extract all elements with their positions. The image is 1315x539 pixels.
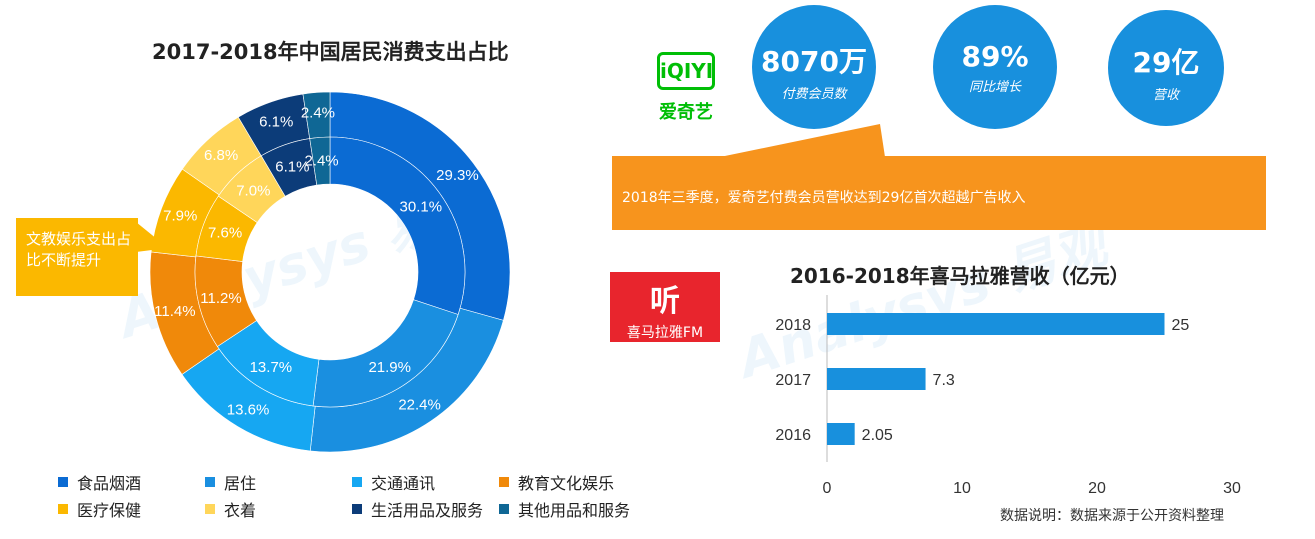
legend-item: 医疗保健: [58, 497, 141, 521]
legend-item: 生活用品及服务: [352, 497, 483, 521]
legend-item: 其他用品和服务: [499, 497, 630, 521]
legend-swatch: [499, 504, 509, 514]
banner-pointer: [720, 124, 885, 157]
legend-label: 其他用品和服务: [518, 501, 631, 520]
bar-2017: [827, 368, 926, 390]
donut-label-outer-3: 11.4%: [154, 303, 195, 320]
stat-label: 营收: [1152, 88, 1179, 103]
donut-label-outer-4: 7.9%: [163, 208, 197, 225]
iqiyi-banner-text: 2018年三季度，爱奇艺付费会员营收达到29亿首次超越广告收入: [622, 190, 1026, 206]
legend-label: 生活用品及服务: [371, 501, 484, 520]
bar-2018: [827, 313, 1165, 335]
donut-label-inner-4: 7.6%: [208, 225, 242, 242]
donut-label-inner-1: 21.9%: [368, 359, 411, 376]
legend-label: 衣着: [224, 501, 257, 520]
stat-value: 8070万: [761, 45, 867, 78]
donut-label-outer-0: 29.3%: [436, 167, 479, 184]
donut-label-inner-0: 30.1%: [400, 198, 443, 215]
iqiyi-banner: 2018年三季度，爱奇艺付费会员营收达到29亿首次超越广告收入: [612, 156, 1266, 230]
category-label: 2016: [775, 427, 811, 444]
value-label: 25: [1172, 317, 1190, 334]
iqiyi-logo-text: 爱奇艺: [659, 102, 713, 123]
stat-value: 29亿: [1132, 46, 1200, 79]
legend-label: 交通通讯: [371, 474, 436, 493]
legend-swatch: [205, 477, 215, 487]
legend-swatch: [58, 477, 68, 487]
value-label: 2.05: [862, 427, 893, 444]
data-source-note: 数据说明：数据来源于公开资料整理: [1000, 508, 1224, 524]
legend-swatch: [58, 504, 68, 514]
donut-label-inner-2: 13.7%: [250, 359, 293, 376]
bar-2016: [827, 423, 855, 445]
x-tick-label: 20: [1088, 480, 1106, 497]
donut-label-outer-1: 22.4%: [398, 397, 441, 414]
category-label: 2018: [775, 317, 811, 334]
donut-slice-inner-7: [309, 136, 331, 186]
donut-label-inner-7: 2.4%: [304, 152, 338, 169]
legend-label: 居住: [224, 474, 257, 493]
donut-label-outer-5: 6.8%: [204, 147, 238, 164]
bar-chart: 2018 25 2017 7.3 2016 2.05 0 10 20 30: [775, 295, 1241, 497]
x-tick-label: 30: [1223, 480, 1241, 497]
donut-label-outer-2: 13.6%: [227, 401, 270, 418]
category-label: 2017: [775, 372, 811, 389]
donut-label-inner-3: 11.2%: [200, 290, 241, 307]
callout-pointer: [136, 222, 168, 252]
ximalaya-logo: 听 喜马拉雅FM: [610, 272, 720, 342]
donut-label-outer-6: 6.1%: [259, 113, 293, 130]
legend-swatch: [352, 477, 362, 487]
legend-label: 食品烟酒: [77, 474, 142, 493]
legend-swatch: [499, 477, 509, 487]
legend-item: 食品烟酒: [58, 470, 141, 494]
ximalaya-logo-text: 喜马拉雅FM: [626, 325, 704, 341]
legend-item: 居住: [205, 470, 256, 494]
donut-label-inner-5: 7.0%: [236, 182, 270, 199]
callout-text: 文教娱乐支出占比不断提升: [26, 230, 132, 269]
stat-circle-revenue: 29亿 营收: [1108, 10, 1224, 126]
legend-swatch: [352, 504, 362, 514]
stat-value: 89%: [961, 40, 1029, 73]
stat-label: 付费会员数: [781, 87, 847, 102]
legend-swatch: [205, 504, 215, 514]
legend-item: 交通通讯: [352, 470, 435, 494]
stat-circle-growth: 89% 同比增长: [933, 5, 1057, 129]
donut-label-outer-7: 2.4%: [301, 104, 335, 121]
donut-chart: 29.3%22.4%13.6%11.4%7.9%6.8%6.1%2.4%30.1…: [150, 92, 510, 452]
x-tick-label: 10: [953, 480, 971, 497]
callout-box: 文教娱乐支出占比不断提升: [16, 218, 138, 296]
ximalaya-logo-mark: 听: [650, 284, 680, 319]
x-tick-label: 0: [823, 480, 832, 497]
legend-item: 教育文化娱乐: [499, 470, 614, 494]
stat-label: 同比增长: [968, 80, 1021, 95]
legend-label: 教育文化娱乐: [518, 474, 615, 493]
legend-item: 衣着: [205, 497, 256, 521]
bar-chart-title: 2016-2018年喜马拉雅营收（亿元）: [790, 264, 1130, 288]
donut-chart-title: 2017-2018年中国居民消费支出占比: [152, 40, 509, 64]
stat-circle-members: 8070万 付费会员数: [752, 5, 876, 129]
iqiyi-logo: iQIYI 爱奇艺: [653, 52, 723, 132]
iqiyi-logo-mark: iQIYI: [657, 52, 715, 90]
donut-slice-inner-0: [329, 136, 466, 315]
value-label: 7.3: [933, 372, 955, 389]
donut-label-inner-6: 6.1%: [275, 159, 309, 176]
legend-label: 医疗保健: [77, 501, 142, 520]
